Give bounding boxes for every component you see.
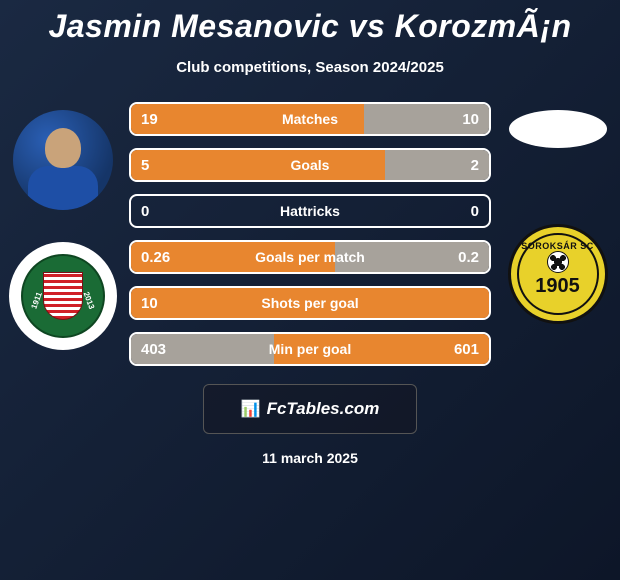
stat-value-left: 0 [141, 203, 149, 220]
team-year: 1905 [535, 275, 580, 298]
stat-value-left: 10 [141, 295, 158, 312]
stat-value-right: 2 [471, 157, 479, 174]
club-logo-right: SOROKSÁR SC 1905 [508, 224, 608, 324]
stat-value-right: 0.2 [458, 249, 479, 266]
stat-label: Goals [291, 157, 330, 173]
bar-fill-left [131, 150, 385, 180]
stat-bar: 19 10 Matches [129, 102, 491, 136]
left-column: 1911 2013 [0, 102, 125, 350]
chart-icon: 📊 [241, 399, 261, 419]
team-name-arc: SOROKSÁR SC [521, 241, 594, 251]
club-logo-left: 1911 2013 [9, 242, 117, 350]
stat-value-right: 0 [471, 203, 479, 220]
stat-bars: 19 10 Matches 5 2 Goals 0 0 Hattricks 0.26 0.2 Goal… [125, 102, 495, 366]
stat-label: Shots per goal [261, 295, 358, 311]
stat-value-left: 403 [141, 341, 166, 358]
stat-value-left: 19 [141, 111, 158, 128]
soccer-ball-icon [547, 251, 569, 273]
club-year-right: 2013 [81, 291, 96, 311]
club-crest-right: SOROKSÁR SC 1905 [517, 233, 599, 315]
stat-value-right: 10 [462, 111, 479, 128]
stat-label: Hattricks [280, 203, 340, 219]
main-content: 1911 2013 1910Matches52Goals00Hattricks0… [0, 102, 620, 366]
club-stripes [43, 272, 83, 320]
page-subtitle: Club competitions, Season 2024/2025 [176, 59, 444, 76]
stat-bar: 5 2 Goals [129, 148, 491, 182]
stat-value-right: 601 [454, 341, 479, 358]
stat-bar: 0 0 Hattricks [129, 194, 491, 228]
stat-label: Matches [282, 111, 338, 127]
team-placeholder-oval [509, 110, 607, 148]
stat-label: Goals per match [255, 249, 365, 265]
stat-label: Min per goal [269, 341, 351, 357]
comparison-card: Jasmin Mesanovic vs KorozmÃ¡n Club compe… [0, 0, 620, 580]
stat-bar: 10 Shots per goal [129, 286, 491, 320]
brand-label: FcTables.com [267, 399, 380, 419]
right-column: SOROKSÁR SC 1905 [495, 102, 620, 324]
club-crest: 1911 2013 [21, 254, 105, 338]
stat-value-left: 0.26 [141, 249, 170, 266]
stat-bar: 0.26 0.2 Goals per match [129, 240, 491, 274]
stat-bar: 403 601 Min per goal [129, 332, 491, 366]
page-title: Jasmin Mesanovic vs KorozmÃ¡n [48, 8, 571, 45]
stat-value-left: 5 [141, 157, 149, 174]
date-label: 11 march 2025 [262, 450, 358, 466]
club-year-left: 1911 [29, 291, 43, 310]
player-photo [13, 110, 113, 210]
brand-link[interactable]: 📊 FcTables.com [203, 384, 417, 434]
